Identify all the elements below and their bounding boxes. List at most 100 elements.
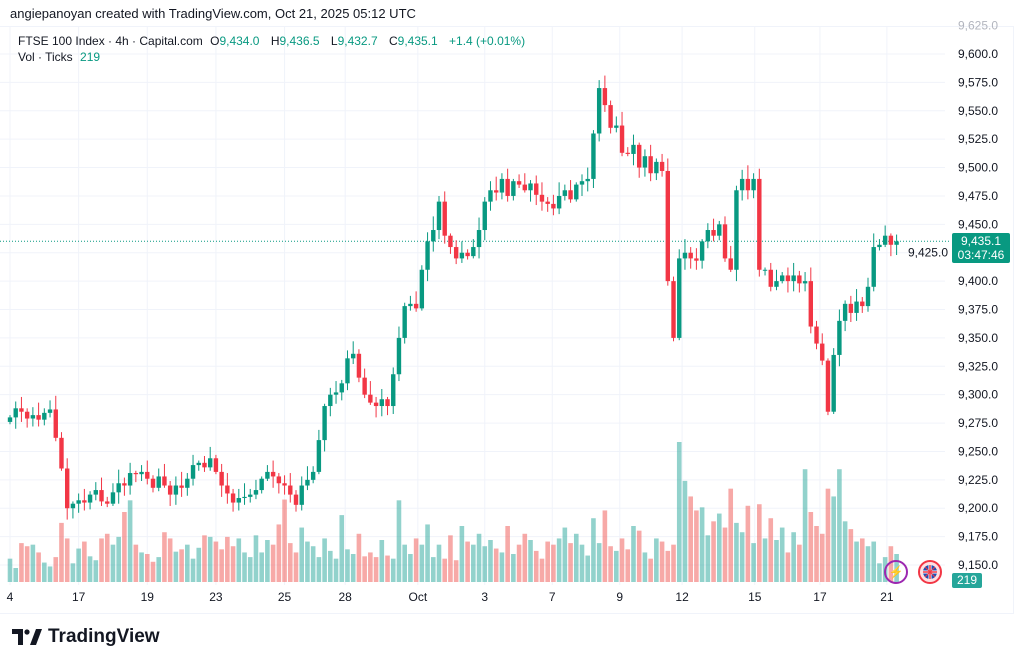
logo-text: TradingView xyxy=(48,626,160,647)
volume-title[interactable]: Vol · Ticks xyxy=(18,50,73,64)
candle-body xyxy=(511,181,516,196)
candle-body xyxy=(373,402,379,407)
candle-body xyxy=(116,483,121,493)
price-tick-label: 9,250.0 xyxy=(958,444,998,458)
volume-bar xyxy=(859,538,865,582)
candle xyxy=(47,400,53,418)
volume-bar xyxy=(556,538,562,582)
candle xyxy=(413,291,419,312)
candle xyxy=(448,233,453,254)
candle xyxy=(219,463,224,497)
candle xyxy=(196,460,201,471)
volume-bar xyxy=(127,500,133,582)
candle xyxy=(225,473,230,504)
volume-bar xyxy=(99,538,104,582)
candle-body xyxy=(339,383,344,393)
candle-body xyxy=(585,178,590,182)
candle-body xyxy=(413,303,419,309)
candle xyxy=(242,483,247,505)
candle xyxy=(116,469,121,504)
candle-body xyxy=(299,485,304,505)
close-label: C xyxy=(388,34,398,48)
candle xyxy=(659,153,665,177)
volume-bar xyxy=(219,549,224,582)
candle xyxy=(745,165,751,200)
price-tick-label: 9,350.0 xyxy=(958,331,998,345)
candle xyxy=(373,396,379,418)
candle-body xyxy=(831,354,836,412)
candle xyxy=(757,168,762,277)
chart-credit: angiepanoyan created with TradingView.co… xyxy=(10,6,416,21)
volume-bar xyxy=(110,544,116,582)
candle xyxy=(671,276,676,342)
chart-pane[interactable] xyxy=(0,26,1014,614)
volume-bar xyxy=(608,546,613,582)
candle xyxy=(419,265,425,311)
candle xyxy=(888,233,894,257)
volume-bar xyxy=(819,533,825,582)
candle-body xyxy=(888,235,894,245)
volume-bar xyxy=(345,549,350,582)
volume-bar xyxy=(791,532,796,582)
candle xyxy=(797,270,802,293)
candle-body xyxy=(648,156,653,174)
volume-bar xyxy=(402,544,407,582)
candle-body xyxy=(534,183,539,195)
candle xyxy=(854,289,859,321)
candle-body xyxy=(814,326,819,344)
candle-body xyxy=(637,144,642,168)
symbol-title[interactable]: FTSE 100 Index · 4h · Capital.com xyxy=(18,34,203,48)
volume-row: Vol · Ticks 219 xyxy=(18,49,529,65)
price-tick-label: 9,150.0 xyxy=(958,558,998,572)
candle-body xyxy=(425,241,430,270)
date-tick-label: 4 xyxy=(7,590,14,604)
candle-body xyxy=(310,471,316,480)
candle-body xyxy=(860,301,865,307)
candle xyxy=(488,181,493,211)
candle xyxy=(585,167,590,192)
volume-bar xyxy=(768,518,774,582)
candle xyxy=(774,269,779,291)
price-tick-label: 9,300.0 xyxy=(958,388,998,402)
volume-bar xyxy=(356,533,362,582)
volume-bar xyxy=(390,558,396,582)
candle-body xyxy=(734,190,739,270)
candle-body xyxy=(276,476,282,484)
volume-bar xyxy=(270,544,276,582)
volume-bar xyxy=(539,558,545,582)
volume-bar xyxy=(173,551,179,582)
candle-body xyxy=(53,409,58,438)
date-tick-label: 23 xyxy=(209,590,223,604)
tradingview-logo-icon xyxy=(12,629,42,645)
volume-bar xyxy=(562,527,568,582)
tradingview-logo[interactable]: TradingView xyxy=(12,626,160,648)
open-value: 9,434.0 xyxy=(219,34,260,48)
volume-bar xyxy=(573,533,579,582)
lightning-icon[interactable]: ⚡ xyxy=(884,560,908,584)
candle-body xyxy=(785,275,791,282)
date-tick-label: 15 xyxy=(748,590,762,604)
candle-body xyxy=(820,343,825,361)
volume-bar xyxy=(585,555,591,582)
volume-bar xyxy=(316,557,322,582)
candle-body xyxy=(751,178,756,191)
volume-bar xyxy=(167,538,173,582)
high-value: 9,436.5 xyxy=(279,34,320,48)
candle xyxy=(105,496,110,508)
last-price-label: 9,435.1 03:47:46 xyxy=(952,233,1010,263)
candle-body xyxy=(127,473,133,486)
volume-bar xyxy=(368,552,373,582)
candle xyxy=(785,267,791,293)
candle-body xyxy=(156,476,161,488)
volume-bar xyxy=(825,488,831,582)
volume-bar xyxy=(442,558,448,582)
candle-body xyxy=(248,494,253,497)
candle xyxy=(99,477,104,506)
volume-bar xyxy=(333,558,339,582)
last-price: 9,435.1 xyxy=(960,234,1002,248)
candle-body xyxy=(722,224,728,259)
uk-flag-icon[interactable] xyxy=(918,560,942,584)
candle xyxy=(202,456,207,472)
candle-body xyxy=(545,201,550,204)
